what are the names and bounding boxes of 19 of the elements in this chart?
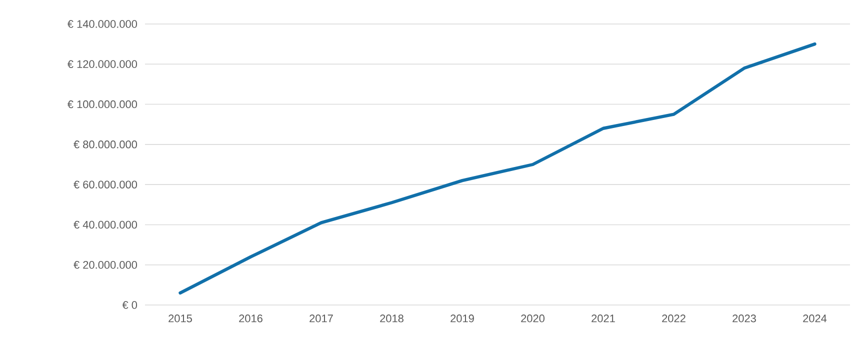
y-tick-label: € 20.000.000 (74, 260, 138, 269)
x-tick-label: 2019 (450, 314, 474, 322)
x-tick-label: 2021 (592, 314, 615, 322)
x-tick-label: 2017 (310, 314, 333, 322)
x-tick-label: 2015 (168, 314, 192, 322)
y-tick-label: € 0 (122, 301, 138, 309)
y-tick-label: € 40.000.000 (74, 220, 138, 229)
y-tick-label: € 80.000.000 (74, 140, 138, 148)
x-tick-label: 2024 (803, 314, 827, 322)
y-tick-label: € 60.000.000 (74, 180, 138, 188)
line-series (178, 42, 816, 295)
x-tick-label: 2023 (732, 314, 756, 322)
y-tick-label: € 120.000.000 (67, 60, 138, 68)
y-tick-label: € 100.000.000 (67, 100, 138, 108)
x-tick-label: 2016 (239, 314, 262, 322)
y-tick-label: € 140.000.000 (67, 20, 138, 28)
x-tick-label: 2018 (380, 314, 404, 322)
x-tick-label: 2020 (521, 314, 544, 322)
x-tick-label: 2022 (662, 314, 686, 322)
